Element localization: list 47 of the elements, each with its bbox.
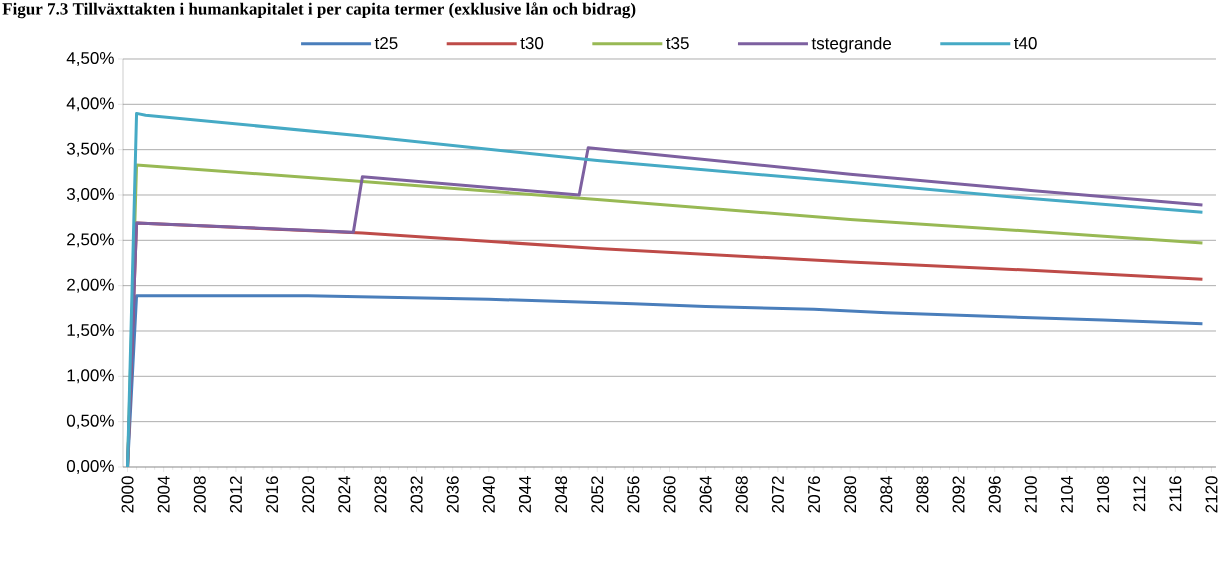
x-tick-label: 2116 [1169,476,1182,512]
x-tick-label: 2024 [338,476,351,513]
legend-label: t35 [666,37,689,50]
x-tick-label: 2112 [1133,476,1146,512]
y-tick-label: 1,00% [67,369,114,384]
x-tick-label: 2012 [229,476,242,513]
y-tick-label: 2,00% [67,278,114,293]
x-tick-label: 2088 [916,476,929,513]
x-tick-label: 2068 [735,476,748,513]
x-tick-label: 2000 [121,476,134,513]
x-tick-label: 2120 [1205,476,1218,513]
y-tick-label: 3,00% [66,187,114,203]
x-tick-label: 2036 [446,476,459,513]
chart-title: Figur 7.3 Tillväxttakten i humankapitalet i per capita termer (exklusive lån och bidrag) [2,2,636,19]
x-tick-label: 2040 [482,476,495,513]
y-tick-label: 4,00% [66,97,114,112]
legend-label: t25 [374,37,398,50]
x-tick-label: 2056 [627,476,640,513]
x-tick-label: 2028 [374,476,387,513]
y-tick-label: 1,50% [67,323,114,339]
x-tick-label: 2104 [1060,476,1073,513]
x-tick-label: 2008 [193,476,206,513]
x-tick-label: 2060 [663,476,676,513]
x-tick-label: 2076 [808,476,821,513]
y-tick-label: 0,00% [66,459,114,475]
x-tick-label: 2100 [1024,476,1037,513]
legend-label: t40 [1014,37,1037,50]
x-tick-label: 2044 [518,476,531,513]
legend-label: tstegrande [811,36,892,53]
x-tick-label: 2092 [952,476,965,513]
y-tick-label: 4,50% [66,51,114,67]
x-tick-label: 2004 [157,476,170,513]
x-tick-label: 2020 [302,476,315,513]
x-tick-label: 2064 [699,476,712,513]
y-tick-label: 3,50% [66,142,114,157]
y-tick-label: 0,50% [66,414,114,429]
legend-label: t30 [520,37,544,50]
x-tick-label: 2096 [988,476,1001,513]
x-tick-label: 2016 [266,476,279,513]
y-tick-label: 2,50% [67,233,114,248]
x-tick-label: 2048 [555,476,568,513]
x-tick-label: 2052 [591,476,604,513]
x-tick-label: 2084 [880,476,893,513]
x-tick-label: 2072 [771,476,784,513]
x-tick-label: 2032 [410,476,423,513]
x-tick-label: 2108 [1097,476,1110,513]
x-tick-label: 2080 [844,476,857,513]
